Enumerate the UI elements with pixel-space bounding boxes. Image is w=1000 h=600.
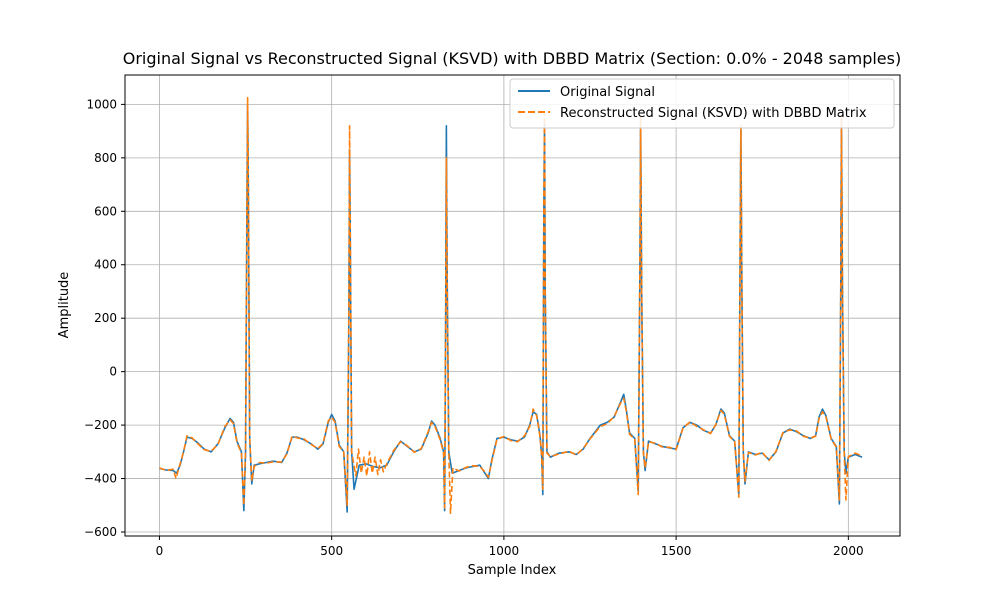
y-tick-label: −600	[84, 525, 117, 539]
y-tick-label: 600	[94, 204, 117, 218]
y-tick-label: 800	[94, 151, 117, 165]
y-axis-label: Amplitude	[57, 272, 72, 339]
y-tick-label: 0	[109, 365, 117, 379]
y-tick-label: 400	[94, 258, 117, 272]
x-tick-label: 1000	[489, 544, 520, 558]
y-tick-label: 1000	[86, 97, 117, 111]
x-axis-label: Sample Index	[468, 563, 557, 578]
legend-label-reconstructed: Reconstructed Signal (KSVD) with DBBD Ma…	[560, 106, 867, 121]
x-tick-label: 2000	[833, 544, 864, 558]
y-tick-label: −400	[84, 472, 117, 486]
plot-frame	[124, 74, 901, 537]
legend: Original Signal Reconstructed Signal (KS…	[509, 78, 895, 129]
x-tick-label: 500	[320, 544, 343, 558]
y-tick-label: 200	[94, 311, 117, 325]
x-tick-label: 0	[156, 544, 164, 558]
x-tick-label: 1500	[661, 544, 692, 558]
legend-box	[509, 78, 895, 129]
chart-title: Original Signal vs Reconstructed Signal …	[123, 49, 901, 68]
y-tick-label: −200	[84, 418, 117, 432]
series-line-reconstructed	[159, 96, 863, 515]
axis-ticks: 0 500 1000 1500 2000 −600 −400 −200 0 200 400 600 80…	[84, 97, 864, 558]
series-group	[159, 96, 863, 515]
legend-label-original: Original Signal	[560, 85, 655, 100]
